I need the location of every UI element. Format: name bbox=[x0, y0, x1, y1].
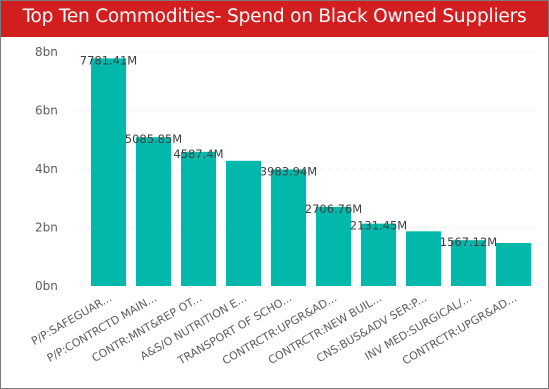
y-tick-label: 2bn bbox=[35, 221, 58, 235]
y-tick-label: 8bn bbox=[35, 45, 58, 59]
data-label: 3983.94M bbox=[260, 164, 317, 178]
bar bbox=[180, 151, 217, 286]
y-tick-label: 4bn bbox=[35, 162, 58, 176]
bar bbox=[360, 223, 397, 286]
bar bbox=[450, 240, 487, 286]
bar bbox=[495, 243, 532, 286]
bar-chart: 0bn2bn4bn6bn8bn7781.41MP/P:SAFEGUAR...50… bbox=[29, 45, 536, 368]
data-label: 4587.4M bbox=[173, 147, 223, 161]
data-label: 2706.76M bbox=[305, 202, 362, 216]
data-label: 1567.12M bbox=[440, 235, 497, 249]
bar bbox=[135, 137, 172, 286]
bar bbox=[225, 160, 262, 286]
bar bbox=[405, 231, 442, 286]
y-tick-label: 0bn bbox=[35, 279, 58, 293]
bar bbox=[90, 58, 127, 287]
y-tick-label: 6bn bbox=[35, 104, 58, 118]
data-label: 7781.41M bbox=[80, 53, 137, 67]
data-label: 2131.45M bbox=[350, 219, 407, 233]
chart-title: Top Ten Commodities- Spend on Black Owne… bbox=[22, 6, 527, 27]
data-label: 5085.85M bbox=[125, 132, 182, 146]
bar bbox=[270, 169, 307, 286]
bar bbox=[315, 206, 352, 286]
chart-title-bar: Top Ten Commodities- Spend on Black Owne… bbox=[1, 1, 548, 37]
